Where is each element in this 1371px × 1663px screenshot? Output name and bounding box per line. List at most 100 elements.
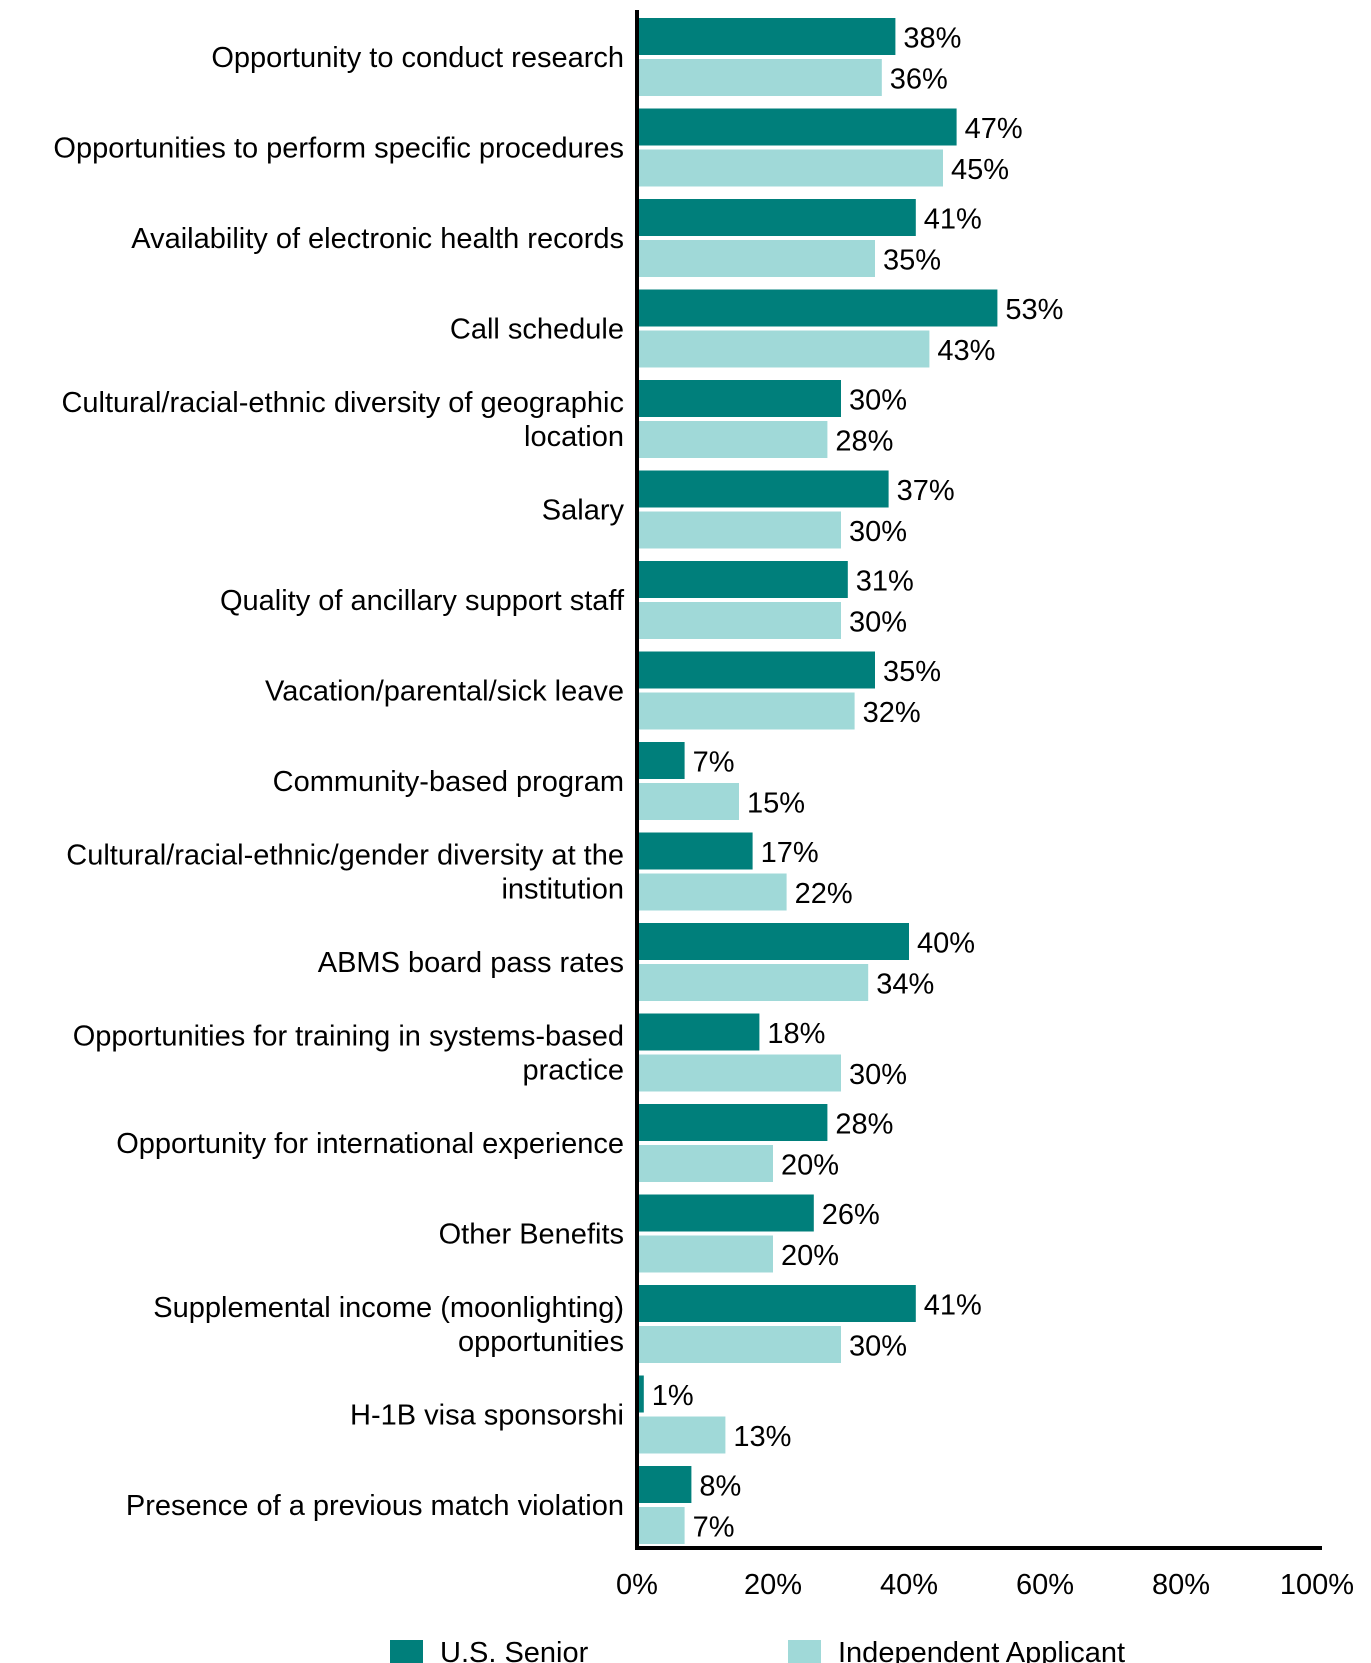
value-label-independent-applicant-14: 30% bbox=[849, 1331, 907, 1363]
category-label-7: Vacation/parental/sick leave bbox=[265, 676, 624, 708]
value-label-independent-applicant-11: 30% bbox=[849, 1059, 907, 1091]
category-label-11-line-0: Opportunities for training in systems-ba… bbox=[73, 1021, 624, 1053]
bar-independent-applicant-0 bbox=[637, 59, 882, 96]
category-label-11-line-1: practice bbox=[522, 1055, 624, 1087]
legend-label-us-senior: U.S. Senior bbox=[440, 1637, 589, 1663]
value-label-us-senior-11: 18% bbox=[767, 1018, 825, 1050]
value-label-independent-applicant-8: 15% bbox=[747, 788, 805, 820]
bar-independent-applicant-8 bbox=[637, 783, 739, 820]
bar-independent-applicant-4 bbox=[637, 421, 828, 458]
bar-us-senior-7 bbox=[637, 651, 875, 689]
category-label-4-line-1: location bbox=[524, 421, 624, 453]
category-label-12: Opportunity for international experience bbox=[116, 1128, 624, 1160]
x-tick-label-0: 0% bbox=[616, 1569, 658, 1601]
value-label-us-senior-13: 26% bbox=[822, 1199, 880, 1231]
value-label-independent-applicant-7: 32% bbox=[863, 697, 921, 729]
category-label-14-line-1: opportunities bbox=[458, 1326, 624, 1358]
bar-independent-applicant-9 bbox=[637, 873, 787, 911]
value-label-us-senior-7: 35% bbox=[883, 656, 941, 688]
value-label-independent-applicant-10: 34% bbox=[876, 969, 934, 1001]
value-label-us-senior-4: 30% bbox=[849, 385, 907, 417]
value-label-us-senior-9: 17% bbox=[761, 837, 819, 869]
category-label-5: Salary bbox=[542, 495, 625, 527]
value-label-us-senior-15: 1% bbox=[652, 1380, 694, 1412]
value-label-us-senior-6: 31% bbox=[856, 566, 914, 598]
value-label-independent-applicant-3: 43% bbox=[937, 335, 995, 367]
bar-independent-applicant-7 bbox=[637, 692, 855, 730]
value-label-us-senior-2: 41% bbox=[924, 204, 982, 236]
value-label-us-senior-5: 37% bbox=[897, 475, 955, 507]
category-label-3: Call schedule bbox=[450, 314, 624, 346]
bar-us-senior-16 bbox=[637, 1466, 692, 1503]
bar-us-senior-14 bbox=[637, 1285, 916, 1322]
value-label-independent-applicant-12: 20% bbox=[781, 1150, 839, 1182]
bar-independent-applicant-1 bbox=[637, 149, 943, 187]
bar-us-senior-5 bbox=[637, 470, 889, 508]
x-tick-label-2: 40% bbox=[880, 1569, 938, 1601]
bar-us-senior-13 bbox=[637, 1194, 814, 1232]
x-tick-label-5: 100% bbox=[1280, 1569, 1354, 1601]
bar-independent-applicant-10 bbox=[637, 964, 869, 1001]
category-label-10: ABMS board pass rates bbox=[318, 947, 624, 979]
bar-independent-applicant-11 bbox=[637, 1054, 841, 1092]
bar-us-senior-0 bbox=[637, 18, 896, 55]
value-label-independent-applicant-15: 13% bbox=[733, 1421, 791, 1453]
bar-independent-applicant-2 bbox=[637, 240, 875, 277]
bar-us-senior-3 bbox=[637, 289, 998, 327]
category-label-0: Opportunity to conduct research bbox=[211, 42, 624, 74]
value-label-us-senior-8: 7% bbox=[693, 747, 735, 779]
value-label-us-senior-14: 41% bbox=[924, 1290, 982, 1322]
x-tick-label-3: 60% bbox=[1016, 1569, 1074, 1601]
value-label-independent-applicant-1: 45% bbox=[951, 154, 1009, 186]
category-label-4-line-0: Cultural/racial-ethnic diversity of geog… bbox=[61, 387, 624, 419]
bar-us-senior-10 bbox=[637, 923, 909, 960]
value-label-independent-applicant-6: 30% bbox=[849, 607, 907, 639]
category-label-1: Opportunities to perform specific proced… bbox=[53, 133, 624, 165]
value-label-independent-applicant-0: 36% bbox=[890, 64, 948, 96]
value-label-us-senior-10: 40% bbox=[917, 928, 975, 960]
value-label-us-senior-16: 8% bbox=[699, 1471, 741, 1503]
value-label-independent-applicant-4: 28% bbox=[835, 426, 893, 458]
value-label-us-senior-0: 38% bbox=[903, 23, 961, 55]
bar-us-senior-2 bbox=[637, 199, 916, 236]
value-label-independent-applicant-13: 20% bbox=[781, 1240, 839, 1272]
bar-us-senior-9 bbox=[637, 832, 753, 870]
category-label-6: Quality of ancillary support staff bbox=[220, 585, 625, 617]
x-tick-label-1: 20% bbox=[744, 1569, 802, 1601]
legend-swatch-us-senior bbox=[390, 1640, 423, 1663]
category-label-16: Presence of a previous match violation bbox=[126, 1490, 624, 1522]
bar-us-senior-6 bbox=[637, 561, 848, 598]
bar-independent-applicant-15 bbox=[637, 1416, 726, 1454]
x-axis-ticks: 0% 20% 40% 60% 80% 100% bbox=[616, 1569, 1354, 1601]
value-label-us-senior-12: 28% bbox=[835, 1109, 893, 1141]
bar-independent-applicant-3 bbox=[637, 330, 930, 368]
value-label-us-senior-3: 53% bbox=[1005, 294, 1063, 326]
category-label-13: Other Benefits bbox=[439, 1219, 624, 1251]
bar-us-senior-4 bbox=[637, 380, 841, 417]
bar-independent-applicant-14 bbox=[637, 1326, 841, 1363]
value-labels: 38%36%47%45%41%35%53%43%30%28%37%30%31%3… bbox=[652, 23, 1064, 1544]
bars-layer bbox=[637, 18, 998, 1544]
value-label-independent-applicant-5: 30% bbox=[849, 516, 907, 548]
category-label-2: Availability of electronic health record… bbox=[131, 223, 624, 255]
bar-independent-applicant-12 bbox=[637, 1145, 773, 1182]
bar-independent-applicant-6 bbox=[637, 602, 841, 639]
legend: U.S. Senior Independent Applicant bbox=[390, 1637, 1125, 1663]
value-label-independent-applicant-16: 7% bbox=[693, 1512, 735, 1544]
bar-us-senior-15 bbox=[637, 1375, 644, 1413]
category-label-15: H-1B visa sponsorshi bbox=[350, 1400, 624, 1432]
bar-us-senior-8 bbox=[637, 742, 685, 779]
value-label-independent-applicant-9: 22% bbox=[795, 878, 853, 910]
bar-independent-applicant-5 bbox=[637, 511, 841, 549]
category-label-8: Community-based program bbox=[273, 766, 624, 798]
bar-us-senior-12 bbox=[637, 1104, 828, 1141]
category-label-9-line-1: institution bbox=[501, 874, 624, 906]
value-label-independent-applicant-2: 35% bbox=[883, 245, 941, 277]
x-tick-label-4: 80% bbox=[1152, 1569, 1210, 1601]
category-label-14-line-0: Supplemental income (moonlighting) bbox=[153, 1292, 624, 1324]
legend-label-independent-applicant: Independent Applicant bbox=[838, 1637, 1125, 1663]
category-label-9-line-0: Cultural/racial-ethnic/gender diversity … bbox=[66, 840, 624, 872]
category-labels: Opportunity to conduct research Opportuni… bbox=[53, 42, 625, 1522]
bar-independent-applicant-13 bbox=[637, 1235, 773, 1273]
